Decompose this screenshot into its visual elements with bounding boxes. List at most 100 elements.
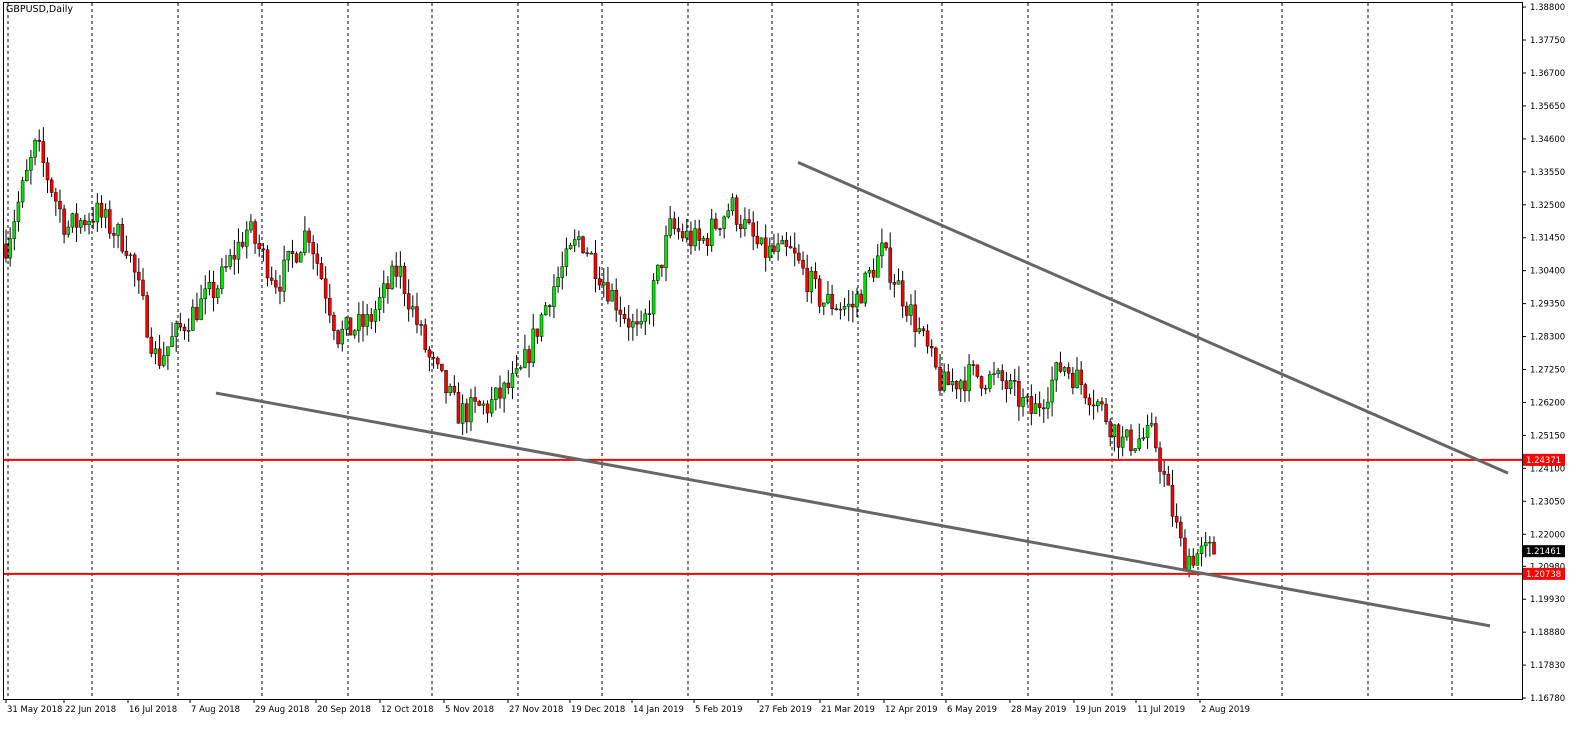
y-tick-label: 1.30400	[1530, 267, 1565, 277]
candle-down	[62, 208, 66, 235]
candle-down	[257, 243, 261, 250]
candle-up	[685, 230, 689, 239]
candle-up	[103, 209, 108, 218]
candle-down	[444, 370, 448, 394]
candle-down	[1079, 369, 1083, 385]
candle-up	[1133, 448, 1137, 451]
candle-down	[452, 385, 457, 393]
y-tick-label: 1.24100	[1530, 464, 1565, 474]
candle-down	[905, 305, 909, 316]
candle-down	[394, 265, 398, 277]
candle-down	[1012, 380, 1017, 382]
candle-down	[792, 247, 797, 254]
candle-down	[477, 401, 481, 406]
candle-down	[369, 314, 374, 322]
candle-down	[1166, 474, 1171, 486]
candle-up	[518, 367, 523, 369]
candle-up	[199, 298, 203, 320]
candle-up	[539, 314, 544, 337]
candle-up	[639, 321, 643, 325]
candle-down	[485, 403, 490, 414]
candle-up	[298, 252, 303, 263]
candle-down	[58, 200, 62, 210]
candle-down	[473, 397, 477, 402]
y-tick-label: 1.20980	[1530, 562, 1565, 572]
candle-up	[166, 346, 170, 357]
candle-up	[236, 241, 241, 260]
x-axis: 31 May 2018 22 Jun 2018 16 Jul 2018 7 Aug 2…	[5, 699, 1250, 715]
candle-down	[593, 252, 598, 279]
candle-down	[606, 282, 610, 302]
x-tick-label: 21 Mar 2019	[821, 705, 875, 715]
candle-down	[91, 221, 95, 223]
candle-down	[440, 363, 444, 371]
candle-up	[1145, 424, 1150, 438]
candle-up	[1120, 436, 1125, 448]
candle-down	[427, 349, 432, 358]
candle-up	[282, 259, 286, 292]
candle-up	[1008, 380, 1013, 389]
candle-down	[585, 252, 589, 254]
y-tick-label: 1.36700	[1530, 69, 1565, 79]
candle-up	[942, 371, 946, 391]
candle-up	[249, 221, 253, 231]
candle-down	[660, 264, 664, 269]
candle-down	[859, 293, 863, 304]
candle-down	[805, 267, 809, 293]
candle-up	[838, 308, 843, 311]
y-tick-label: 1.25150	[1530, 431, 1565, 441]
candle-down	[319, 263, 324, 280]
candle-down	[784, 239, 789, 247]
candle-up	[220, 266, 224, 289]
candle-down	[124, 250, 129, 256]
candle-down	[506, 382, 511, 388]
candle-down	[323, 278, 328, 299]
candle-up	[1112, 424, 1117, 437]
candle-down	[934, 347, 938, 368]
candle-up	[564, 248, 569, 267]
candle-down	[348, 317, 353, 336]
candle-up	[780, 239, 785, 245]
y-tick-label: 1.16780	[1530, 694, 1565, 704]
candle-down	[647, 313, 652, 315]
candle-down	[801, 260, 805, 269]
candle-up	[876, 255, 880, 278]
candle-up	[842, 306, 847, 310]
candle-up	[116, 224, 120, 236]
candle-up	[12, 221, 17, 239]
x-tick-label: 12 Oct 2018	[381, 705, 434, 715]
candle-down	[41, 141, 46, 163]
candle-down	[99, 202, 104, 218]
candle-down	[294, 253, 299, 263]
candle-up	[992, 373, 996, 375]
y-tick-label: 1.28300	[1530, 333, 1565, 343]
candle-up	[469, 397, 473, 423]
candle-down	[54, 192, 58, 202]
candle-up	[1050, 379, 1054, 403]
candle-up	[29, 157, 33, 171]
x-tick-label: 19 Jun 2019	[1075, 705, 1126, 715]
candle-up	[1021, 397, 1025, 407]
candle-up	[846, 303, 851, 307]
candle-down	[871, 269, 876, 278]
x-tick-label: 12 Apr 2019	[885, 705, 938, 715]
candle-up	[1137, 438, 1142, 449]
x-tick-label: 29 Aug 2018	[255, 705, 309, 715]
candle-down	[963, 380, 967, 392]
candle-down	[182, 326, 187, 332]
current-price-label: 1.21461	[1526, 547, 1561, 557]
candle-up	[643, 313, 648, 322]
candle-up	[494, 387, 498, 400]
candle-up	[95, 202, 100, 223]
candle-up	[1075, 369, 1079, 389]
candle-down	[797, 252, 801, 261]
candle-down	[1083, 384, 1088, 399]
candle-up	[880, 242, 884, 257]
x-tick-label: 5 Nov 2018	[445, 705, 494, 715]
candle-down	[755, 235, 760, 245]
candle-up	[988, 374, 992, 389]
y-tick-label: 1.18880	[1530, 628, 1565, 638]
candle-up	[589, 252, 594, 255]
candle-up	[1096, 401, 1100, 406]
